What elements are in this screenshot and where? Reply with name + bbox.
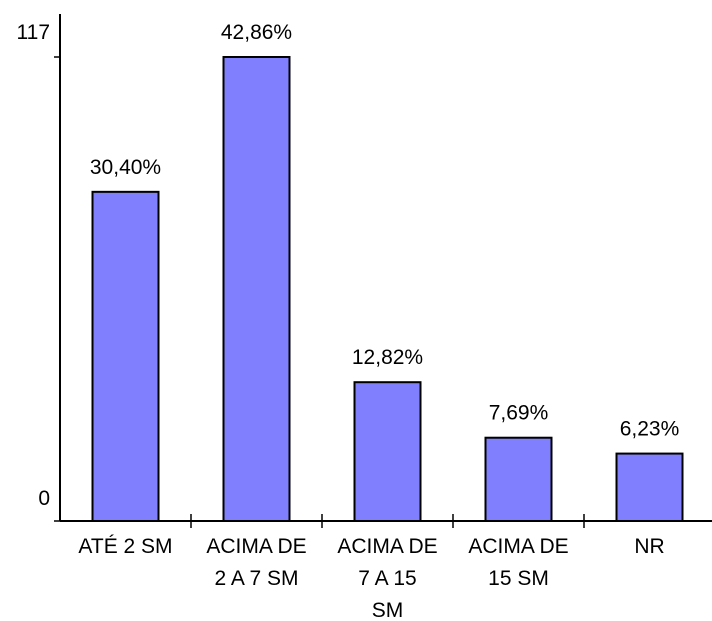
- bar: [353, 381, 422, 523]
- x-tick-label: ACIMA DE: [206, 535, 306, 558]
- x-tick-label: 15 SM: [488, 567, 549, 590]
- axes-group: [54, 14, 712, 528]
- data-label: 6,23%: [620, 418, 680, 441]
- x-tick-label: NR: [634, 535, 664, 558]
- data-label: 42,86%: [221, 21, 292, 44]
- x-tick-label: ATÉ 2 SM: [78, 535, 172, 558]
- bar: [222, 56, 291, 522]
- bars-group: [91, 56, 684, 523]
- x-tick-label: ACIMA DE: [337, 535, 437, 558]
- data-label: 12,82%: [352, 346, 423, 369]
- x-tick-label: 7 A 15: [358, 567, 416, 590]
- y-tick-label: 0: [38, 487, 50, 510]
- y-tick-label: 117: [17, 21, 50, 44]
- x-tick-label: 2 A 7 SM: [214, 567, 298, 590]
- x-tick-label: ACIMA DE: [468, 535, 568, 558]
- labels-group: 30,40% 42,86% 12,82% 7,69% 6,23% 0 117 ATÉ 2 SM…: [17, 21, 680, 621]
- bar: [615, 452, 684, 523]
- data-label: 7,69%: [489, 402, 549, 425]
- x-tick-label: SM: [372, 599, 404, 621]
- data-label: 30,40%: [90, 156, 161, 179]
- bar: [484, 436, 553, 523]
- bar: [91, 190, 160, 522]
